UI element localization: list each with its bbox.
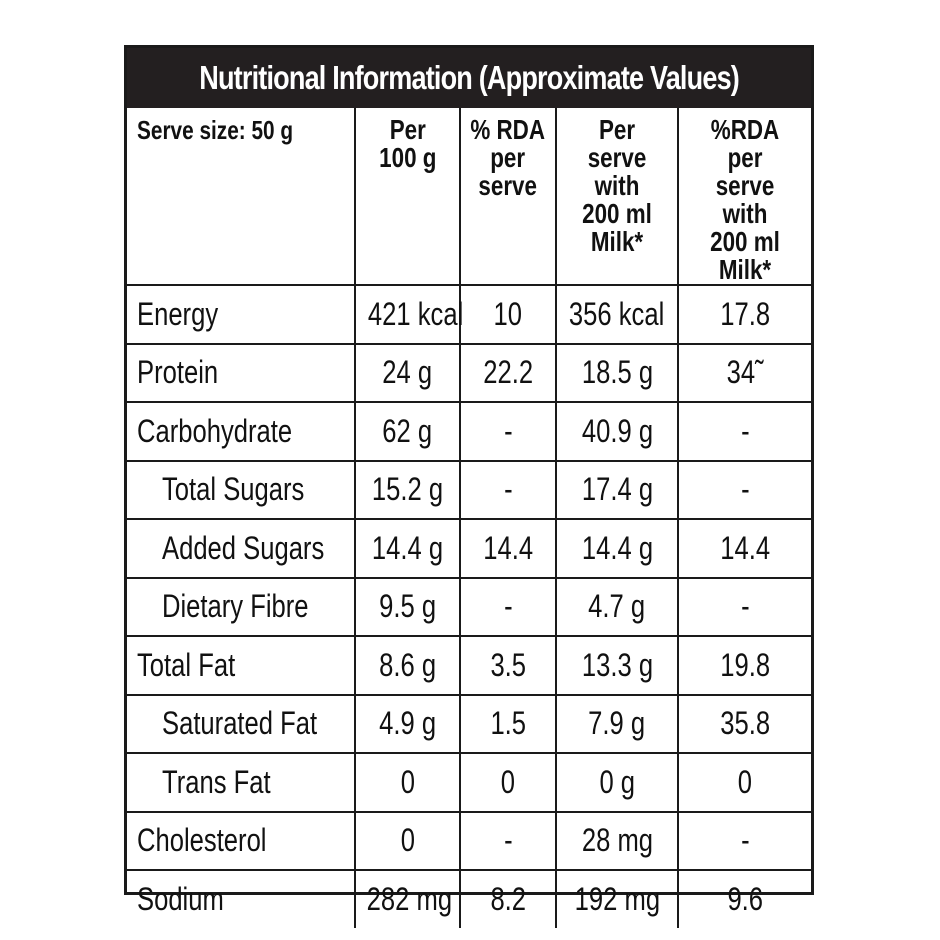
per-100g-cell: 282 mg	[354, 869, 461, 928]
per-100g-cell: 421 kcal	[354, 284, 463, 345]
per-serve-with-milk-cell: 28 mg	[555, 810, 679, 871]
per-serve-with-milk-cell: 40.9 g	[555, 401, 679, 462]
per-100g-cell: 62 g	[354, 401, 461, 462]
per-serve-with-milk-cell: 0 g	[555, 752, 679, 813]
rda-per-serve-cell: 22.2	[459, 342, 557, 403]
nutrition-table: Serve size: 50 g Per 100 g % RDA per ser…	[127, 108, 811, 928]
per-100g-cell: 15.2 g	[354, 459, 461, 520]
table-title: Nutritional Information (Approximate Val…	[127, 48, 811, 108]
table-row: Added Sugars 14.4 g 14.4 14.4 g 14.4	[127, 518, 811, 579]
per-100g-cell: 8.6 g	[354, 635, 461, 696]
rda-per-serve-cell: 0	[459, 752, 557, 813]
header-serve-size: Serve size: 50 g	[127, 108, 356, 286]
rda-per-serve-cell: -	[459, 401, 557, 462]
per-100g-cell: 0	[354, 752, 461, 813]
nutrient-label: Sodium	[127, 869, 356, 928]
rda-per-serve-cell: 1.5	[459, 693, 557, 754]
per-100g-cell: 24 g	[354, 342, 461, 403]
rda-per-serve-with-milk-cell: 9.6	[677, 869, 811, 928]
rda-per-serve-with-milk-cell: 14.4	[677, 518, 811, 579]
header-rda-per-serve-with-milk: %RDA per serve with 200 ml Milk*	[677, 108, 811, 286]
table-row: Carbohydrate 62 g -40.9 g-	[127, 401, 811, 462]
rda-per-serve-with-milk-cell: 34˜	[677, 342, 811, 403]
per-serve-with-milk-cell: 18.5 g	[555, 342, 679, 403]
rda-per-serve-cell: 14.4	[459, 518, 557, 579]
per-serve-with-milk-cell: 192 mg	[555, 869, 679, 928]
rda-per-serve-with-milk-cell: -	[677, 810, 811, 871]
per-serve-with-milk-cell: 7.9 g	[555, 693, 679, 754]
nutrient-label: Trans Fat	[127, 752, 356, 813]
rda-per-serve-with-milk-cell: -	[677, 459, 811, 520]
table-row: Cholesterol 0-28 mg -	[127, 810, 811, 871]
rda-per-serve-with-milk-cell: -	[677, 576, 811, 637]
rda-per-serve-cell: -	[459, 459, 557, 520]
header-per-100g: Per 100 g	[354, 108, 461, 286]
table-row: Protein 24 g 22.2 18.5 g 34˜	[127, 342, 811, 403]
table-row: Dietary Fibre 9.5 g -4.7 g-	[127, 576, 811, 637]
per-serve-with-milk-cell: 13.3 g	[555, 635, 679, 696]
nutrient-label: Total Sugars	[127, 459, 356, 520]
table-row: Total Sugars 15.2 g -17.4 g-	[127, 459, 811, 520]
nutrient-label: Total Fat	[127, 635, 356, 696]
per-100g-cell: 9.5 g	[354, 576, 461, 637]
table-row: Energy 421 kcal 10 356 kcal 17.8	[127, 284, 811, 345]
table-row: Sodium 282 mg 8.2 192 mg 9.6	[127, 869, 811, 928]
rda-per-serve-with-milk-cell: 19.8	[677, 635, 811, 696]
header-rda-per-serve: % RDA per serve	[459, 108, 557, 286]
nutrient-label: Dietary Fibre	[127, 576, 356, 637]
nutrient-label: Protein	[127, 342, 356, 403]
header-per-serve-with-milk: Per serve with 200 ml Milk*	[555, 108, 679, 286]
header-row: Serve size: 50 g Per 100 g % RDA per ser…	[127, 108, 811, 286]
rda-per-serve-with-milk-cell: -	[677, 401, 811, 462]
nutrient-label: Carbohydrate	[127, 401, 356, 462]
rda-per-serve-cell: 10	[459, 284, 557, 345]
per-100g-cell: 14.4 g	[354, 518, 461, 579]
table-title-text: Nutritional Information (Approximate Val…	[199, 59, 740, 96]
nutrient-label: Saturated Fat	[127, 693, 356, 754]
rda-per-serve-with-milk-cell: 0	[677, 752, 811, 813]
rda-per-serve-with-milk-cell: 17.8	[677, 284, 811, 345]
nutrient-label: Added Sugars	[127, 518, 356, 579]
per-serve-with-milk-cell: 4.7 g	[555, 576, 679, 637]
nutrient-label: Energy	[127, 284, 356, 345]
table-row: Total Fat 8.6 g 3.5 13.3 g 19.8	[127, 635, 811, 696]
rda-per-serve-cell: 8.2	[459, 869, 557, 928]
per-100g-cell: 0	[354, 810, 461, 871]
rda-per-serve-cell: 3.5	[459, 635, 557, 696]
rda-per-serve-cell: -	[459, 576, 557, 637]
table-row: Saturated Fat 4.9 g 1.5 7.9 g 35.8	[127, 693, 811, 754]
per-serve-with-milk-cell: 17.4 g	[555, 459, 679, 520]
rda-per-serve-with-milk-cell: 35.8	[677, 693, 811, 754]
per-100g-cell: 4.9 g	[354, 693, 461, 754]
nutrient-label: Cholesterol	[127, 810, 356, 871]
rda-per-serve-cell: -	[459, 810, 557, 871]
per-serve-with-milk-cell: 14.4 g	[555, 518, 679, 579]
nutrition-table-panel: Nutritional Information (Approximate Val…	[124, 45, 814, 928]
per-serve-with-milk-cell: 356 kcal	[555, 284, 679, 345]
